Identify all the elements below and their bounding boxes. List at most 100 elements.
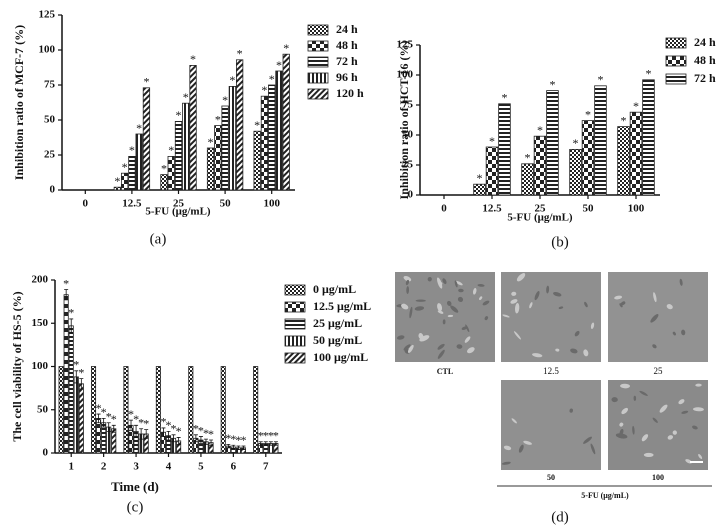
legend-swatch [307, 72, 329, 84]
cell [511, 418, 517, 424]
bar [485, 146, 499, 196]
cell [409, 306, 413, 319]
significance-marker: * [208, 135, 214, 149]
significance-marker: * [273, 429, 279, 443]
legend-swatch [284, 352, 306, 364]
cell [514, 302, 520, 314]
cell [614, 295, 623, 300]
bar [253, 130, 261, 191]
significance-marker: * [240, 433, 246, 447]
significance-marker: * [525, 151, 531, 165]
bar [220, 366, 226, 454]
bar [73, 376, 79, 454]
y-tick-label: 100 [32, 360, 49, 372]
cell [659, 404, 668, 413]
x-tick-label: 5 [198, 461, 204, 473]
image-label: 100 [652, 473, 664, 482]
x-tick-label: 1 [68, 461, 74, 473]
cell [418, 333, 424, 340]
bar [581, 120, 595, 196]
bar [90, 366, 97, 454]
bar [96, 417, 102, 454]
legend-swatch [307, 88, 329, 100]
cell [553, 291, 562, 297]
bar [128, 155, 136, 191]
error-bar [106, 422, 111, 432]
legend-label: 0 μg/mL [313, 282, 356, 296]
cell [419, 335, 430, 342]
panel-label: (d) [551, 509, 569, 525]
cell [447, 314, 454, 318]
legend-label: 50 μg/mL [313, 333, 362, 347]
bar [135, 133, 143, 191]
legend-swatch [307, 24, 329, 36]
cell [570, 348, 578, 354]
cell [692, 425, 698, 430]
cell [467, 347, 475, 354]
y-axis-label: Inhibition ratio of HCT-16 (%) [397, 41, 411, 200]
legend-swatch [284, 301, 306, 313]
error-bar [74, 370, 79, 384]
bar [155, 366, 161, 454]
cell [650, 314, 659, 323]
y-tick-label: 0 [50, 184, 56, 196]
cell [482, 300, 490, 306]
legend-swatch [665, 37, 687, 49]
significance-marker: * [96, 401, 102, 415]
significance-marker: * [261, 83, 267, 97]
cell [446, 300, 452, 306]
y-tick-label: 125 [39, 9, 56, 21]
significance-marker: * [101, 405, 107, 419]
legend-label: 72 h [336, 54, 358, 68]
micrograph [501, 272, 601, 362]
cell [643, 452, 654, 458]
x-tick-label: 50 [220, 198, 232, 210]
bar [268, 84, 276, 191]
bar [182, 102, 190, 191]
legend-label: 72 h [694, 71, 716, 85]
y-tick-label: 150 [32, 317, 49, 329]
error-bar [171, 434, 176, 443]
significance-marker: * [235, 433, 241, 447]
significance-marker: * [208, 427, 214, 441]
cell [406, 286, 410, 294]
significance-marker: * [229, 73, 235, 87]
cell [532, 353, 543, 358]
significance-marker: * [183, 90, 189, 104]
y-axis-label: The cell viability of HS-5 (%) [10, 291, 24, 441]
bar [546, 90, 559, 196]
legend-label: 24 h [336, 22, 358, 36]
significance-marker: * [63, 276, 69, 290]
significance-marker: * [78, 365, 84, 379]
x-tick-label: 100 [263, 198, 280, 210]
significance-marker: * [549, 77, 555, 91]
error-bar [96, 413, 101, 424]
cell [503, 445, 512, 451]
significance-marker: * [585, 107, 591, 121]
cell [464, 336, 471, 343]
legend-label: 25 μg/mL [313, 316, 362, 330]
cell [583, 436, 592, 444]
error-bar [203, 438, 208, 445]
significance-marker: * [111, 412, 117, 426]
cell [672, 430, 677, 435]
error-bar [176, 437, 181, 445]
significance-marker: * [128, 407, 134, 421]
cell [477, 284, 485, 287]
cell [667, 435, 674, 440]
cell [479, 296, 483, 301]
cell [516, 273, 526, 282]
x-tick-label: 12.5 [122, 198, 142, 210]
bar [142, 87, 151, 191]
cell [461, 326, 468, 330]
image-label: CTL [437, 367, 453, 376]
bar [206, 147, 215, 191]
significance-marker: * [597, 73, 603, 87]
significance-marker: * [122, 160, 128, 174]
y-tick-label: 25 [44, 149, 56, 161]
cell [437, 303, 443, 312]
cell [442, 278, 447, 285]
bar [236, 59, 244, 191]
bar [113, 186, 121, 191]
cell [619, 303, 623, 308]
